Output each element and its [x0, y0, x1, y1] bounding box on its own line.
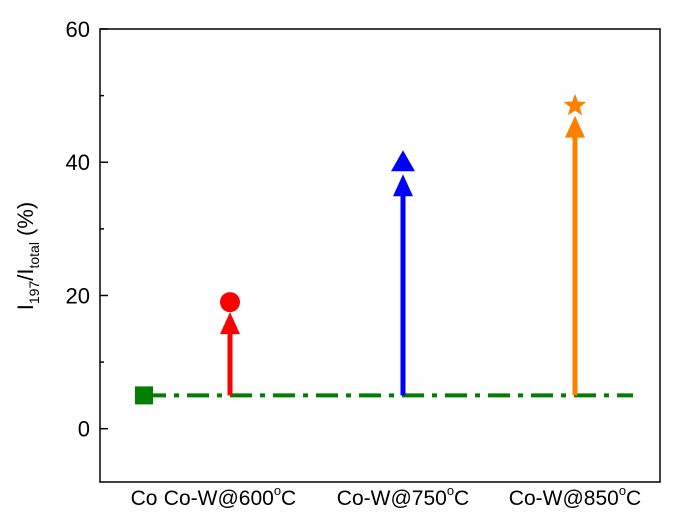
x-tick-label-3: Co-W@850oC	[509, 483, 641, 510]
plot-frame	[99, 28, 661, 483]
y-axis-title-sub1: 197	[26, 281, 42, 305]
y-tick-label-3: 60	[66, 17, 90, 42]
arrow-head-3	[565, 115, 585, 138]
arrow-head-1	[220, 312, 240, 335]
y-axis-ticks: 0 20 40 60	[66, 17, 108, 442]
x-axis-ticks: Co Co-W@600oC Co-W@750oC Co-W@850oC	[131, 483, 642, 510]
marker-triangle-2	[391, 150, 415, 172]
x-tick-label-1: Co-W@600oC	[164, 483, 296, 510]
y-axis-title-slash: /I	[13, 269, 38, 281]
y-tick-label-1: 20	[66, 283, 90, 308]
marker-circle-1	[220, 292, 240, 313]
marker-star-3	[563, 93, 587, 116]
x-tick-label-0: Co	[131, 487, 158, 510]
data-marks	[135, 93, 587, 405]
y-axis-title-main: I	[13, 304, 38, 310]
y-axis-title-unit: (%)	[13, 202, 38, 242]
y-axis-title-sub2: total	[26, 242, 42, 268]
x-tick-label-2: Co-W@750oC	[337, 483, 469, 510]
arrow-head-2	[393, 174, 413, 197]
y-axis-title: I197/Itotal (%)	[13, 202, 42, 311]
y-tick-label-2: 40	[66, 150, 90, 175]
y-tick-label-0: 0	[78, 417, 90, 442]
marker-square-0	[135, 386, 153, 405]
